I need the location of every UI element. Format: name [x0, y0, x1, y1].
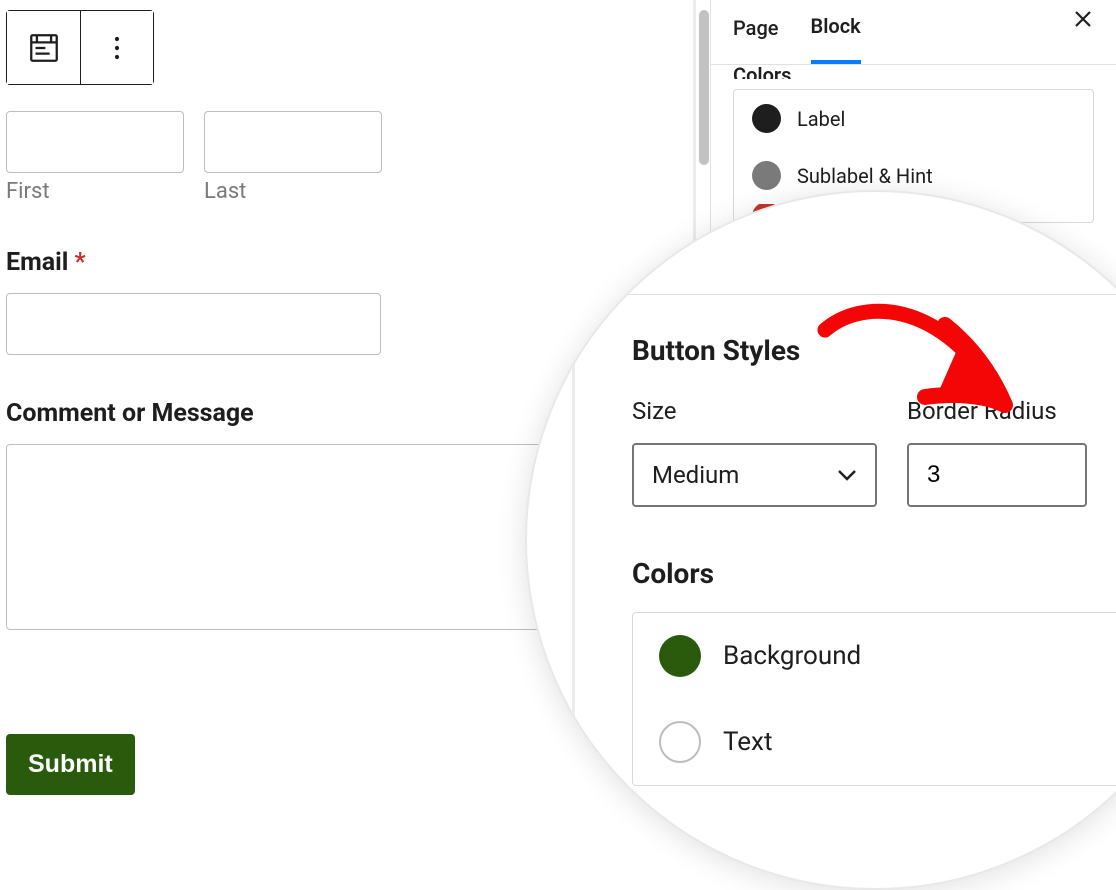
size-label: Size: [632, 397, 877, 425]
submit-button[interactable]: Submit: [6, 734, 135, 795]
required-marker: *: [74, 248, 85, 277]
message-label: Comment or Message: [6, 399, 254, 428]
scrollbar-thumb[interactable]: [699, 10, 709, 165]
zoom-overlay: Button Styles Size Medium Border Radius …: [525, 190, 1116, 890]
color-item-label[interactable]: Label: [734, 90, 1093, 147]
zoom-rule: [626, 294, 1116, 295]
size-select-value: Medium: [652, 461, 739, 489]
swatch-background: [659, 635, 701, 677]
zoom-colors-heading: Colors: [632, 557, 1116, 590]
block-toolbar: [6, 10, 154, 85]
block-type-button[interactable]: [7, 11, 80, 84]
border-radius-label: Border Radius: [907, 397, 1087, 425]
first-name-sublabel: First: [6, 179, 184, 204]
close-sidebar-button[interactable]: [1072, 8, 1094, 33]
chevron-down-icon: [837, 469, 857, 481]
first-name-input[interactable]: [6, 111, 184, 173]
color-item-label-text: Label: [797, 107, 845, 131]
form-block-icon: [27, 31, 61, 65]
size-select[interactable]: Medium: [632, 443, 877, 507]
zoom-color-background-label: Background: [723, 641, 861, 671]
more-options-button[interactable]: [80, 11, 153, 84]
zoom-divider: [572, 190, 575, 890]
email-label: Email: [6, 248, 68, 277]
swatch-text: [659, 721, 701, 763]
email-input[interactable]: [6, 293, 381, 355]
close-icon: [1072, 8, 1094, 30]
zoom-color-text[interactable]: Text: [633, 699, 1116, 785]
swatch-sublabel: [752, 161, 781, 190]
color-item-sublabel-text: Sublabel & Hint: [797, 164, 933, 188]
zoom-color-background[interactable]: Background: [633, 613, 1116, 699]
last-name-sublabel: Last: [204, 179, 382, 204]
border-radius-input[interactable]: [907, 443, 1087, 507]
tab-page[interactable]: Page: [733, 16, 779, 62]
zoom-colors-list: Background Text: [632, 612, 1116, 786]
button-styles-heading: Button Styles: [632, 334, 1116, 367]
zoom-color-text-label: Text: [723, 727, 772, 757]
last-name-input[interactable]: [204, 111, 382, 173]
kebab-icon: [114, 35, 120, 61]
tab-block[interactable]: Block: [811, 14, 861, 64]
swatch-label: [752, 104, 781, 133]
